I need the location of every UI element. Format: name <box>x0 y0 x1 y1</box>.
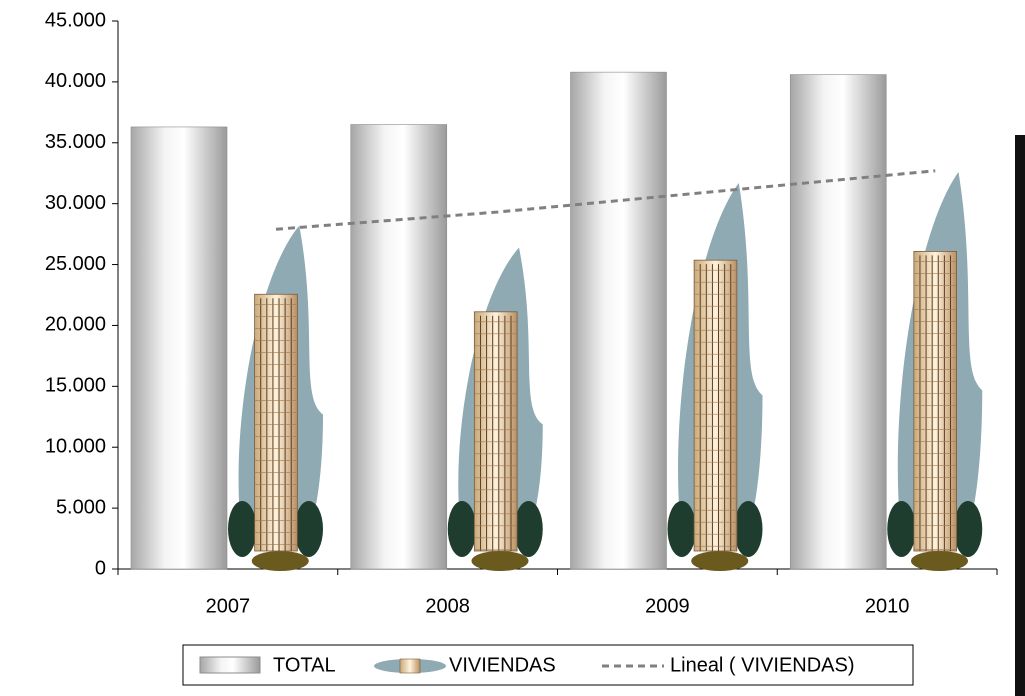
x-tick-label: 2010 <box>865 595 910 617</box>
ground <box>471 551 529 571</box>
building-bar <box>887 172 983 571</box>
tower <box>693 259 738 552</box>
y-tick-label: 45.000 <box>45 9 106 31</box>
y-tick-label: 0 <box>95 557 106 579</box>
shrub <box>514 501 543 557</box>
tower <box>913 251 957 552</box>
building-bar <box>667 182 763 571</box>
y-tick-label: 40.000 <box>45 70 106 92</box>
legend-swatch <box>199 656 261 674</box>
legend-swatch <box>374 658 446 674</box>
trend-line <box>275 169 936 231</box>
ground <box>691 551 749 571</box>
x-tick-label: 2009 <box>645 595 690 617</box>
legend-label: Lineal ( VIVIENDAS) <box>670 654 855 676</box>
x-tick-label: 2007 <box>206 595 251 617</box>
bar <box>130 126 228 570</box>
shrub <box>734 501 763 557</box>
y-tick-label: 5.000 <box>56 496 106 518</box>
y-tick-label: 30.000 <box>45 192 106 214</box>
y-tick-label: 20.000 <box>45 314 106 336</box>
legend-tower <box>399 658 421 674</box>
legend-label: TOTAL <box>273 654 336 676</box>
y-tick-label: 15.000 <box>45 375 106 397</box>
building-bar <box>447 247 543 571</box>
shrub <box>667 501 696 557</box>
y-tick-label: 10.000 <box>45 436 106 458</box>
bar <box>570 71 667 570</box>
y-tick-label: 35.000 <box>45 131 106 153</box>
building-bar <box>228 225 323 571</box>
ground <box>911 551 968 571</box>
legend-box <box>182 644 914 686</box>
tower <box>473 311 518 552</box>
bar <box>350 124 448 570</box>
shrub <box>294 501 323 557</box>
shrub <box>228 501 257 557</box>
ground <box>251 551 309 571</box>
shrub <box>953 501 983 557</box>
legend-label: VIVIENDAS <box>449 654 556 676</box>
shrub <box>887 501 916 557</box>
x-tick-label: 2008 <box>425 595 470 617</box>
y-tick-label: 25.000 <box>45 253 106 275</box>
shrub <box>447 501 477 557</box>
edge-artifact <box>1015 135 1025 696</box>
bar <box>789 74 887 570</box>
